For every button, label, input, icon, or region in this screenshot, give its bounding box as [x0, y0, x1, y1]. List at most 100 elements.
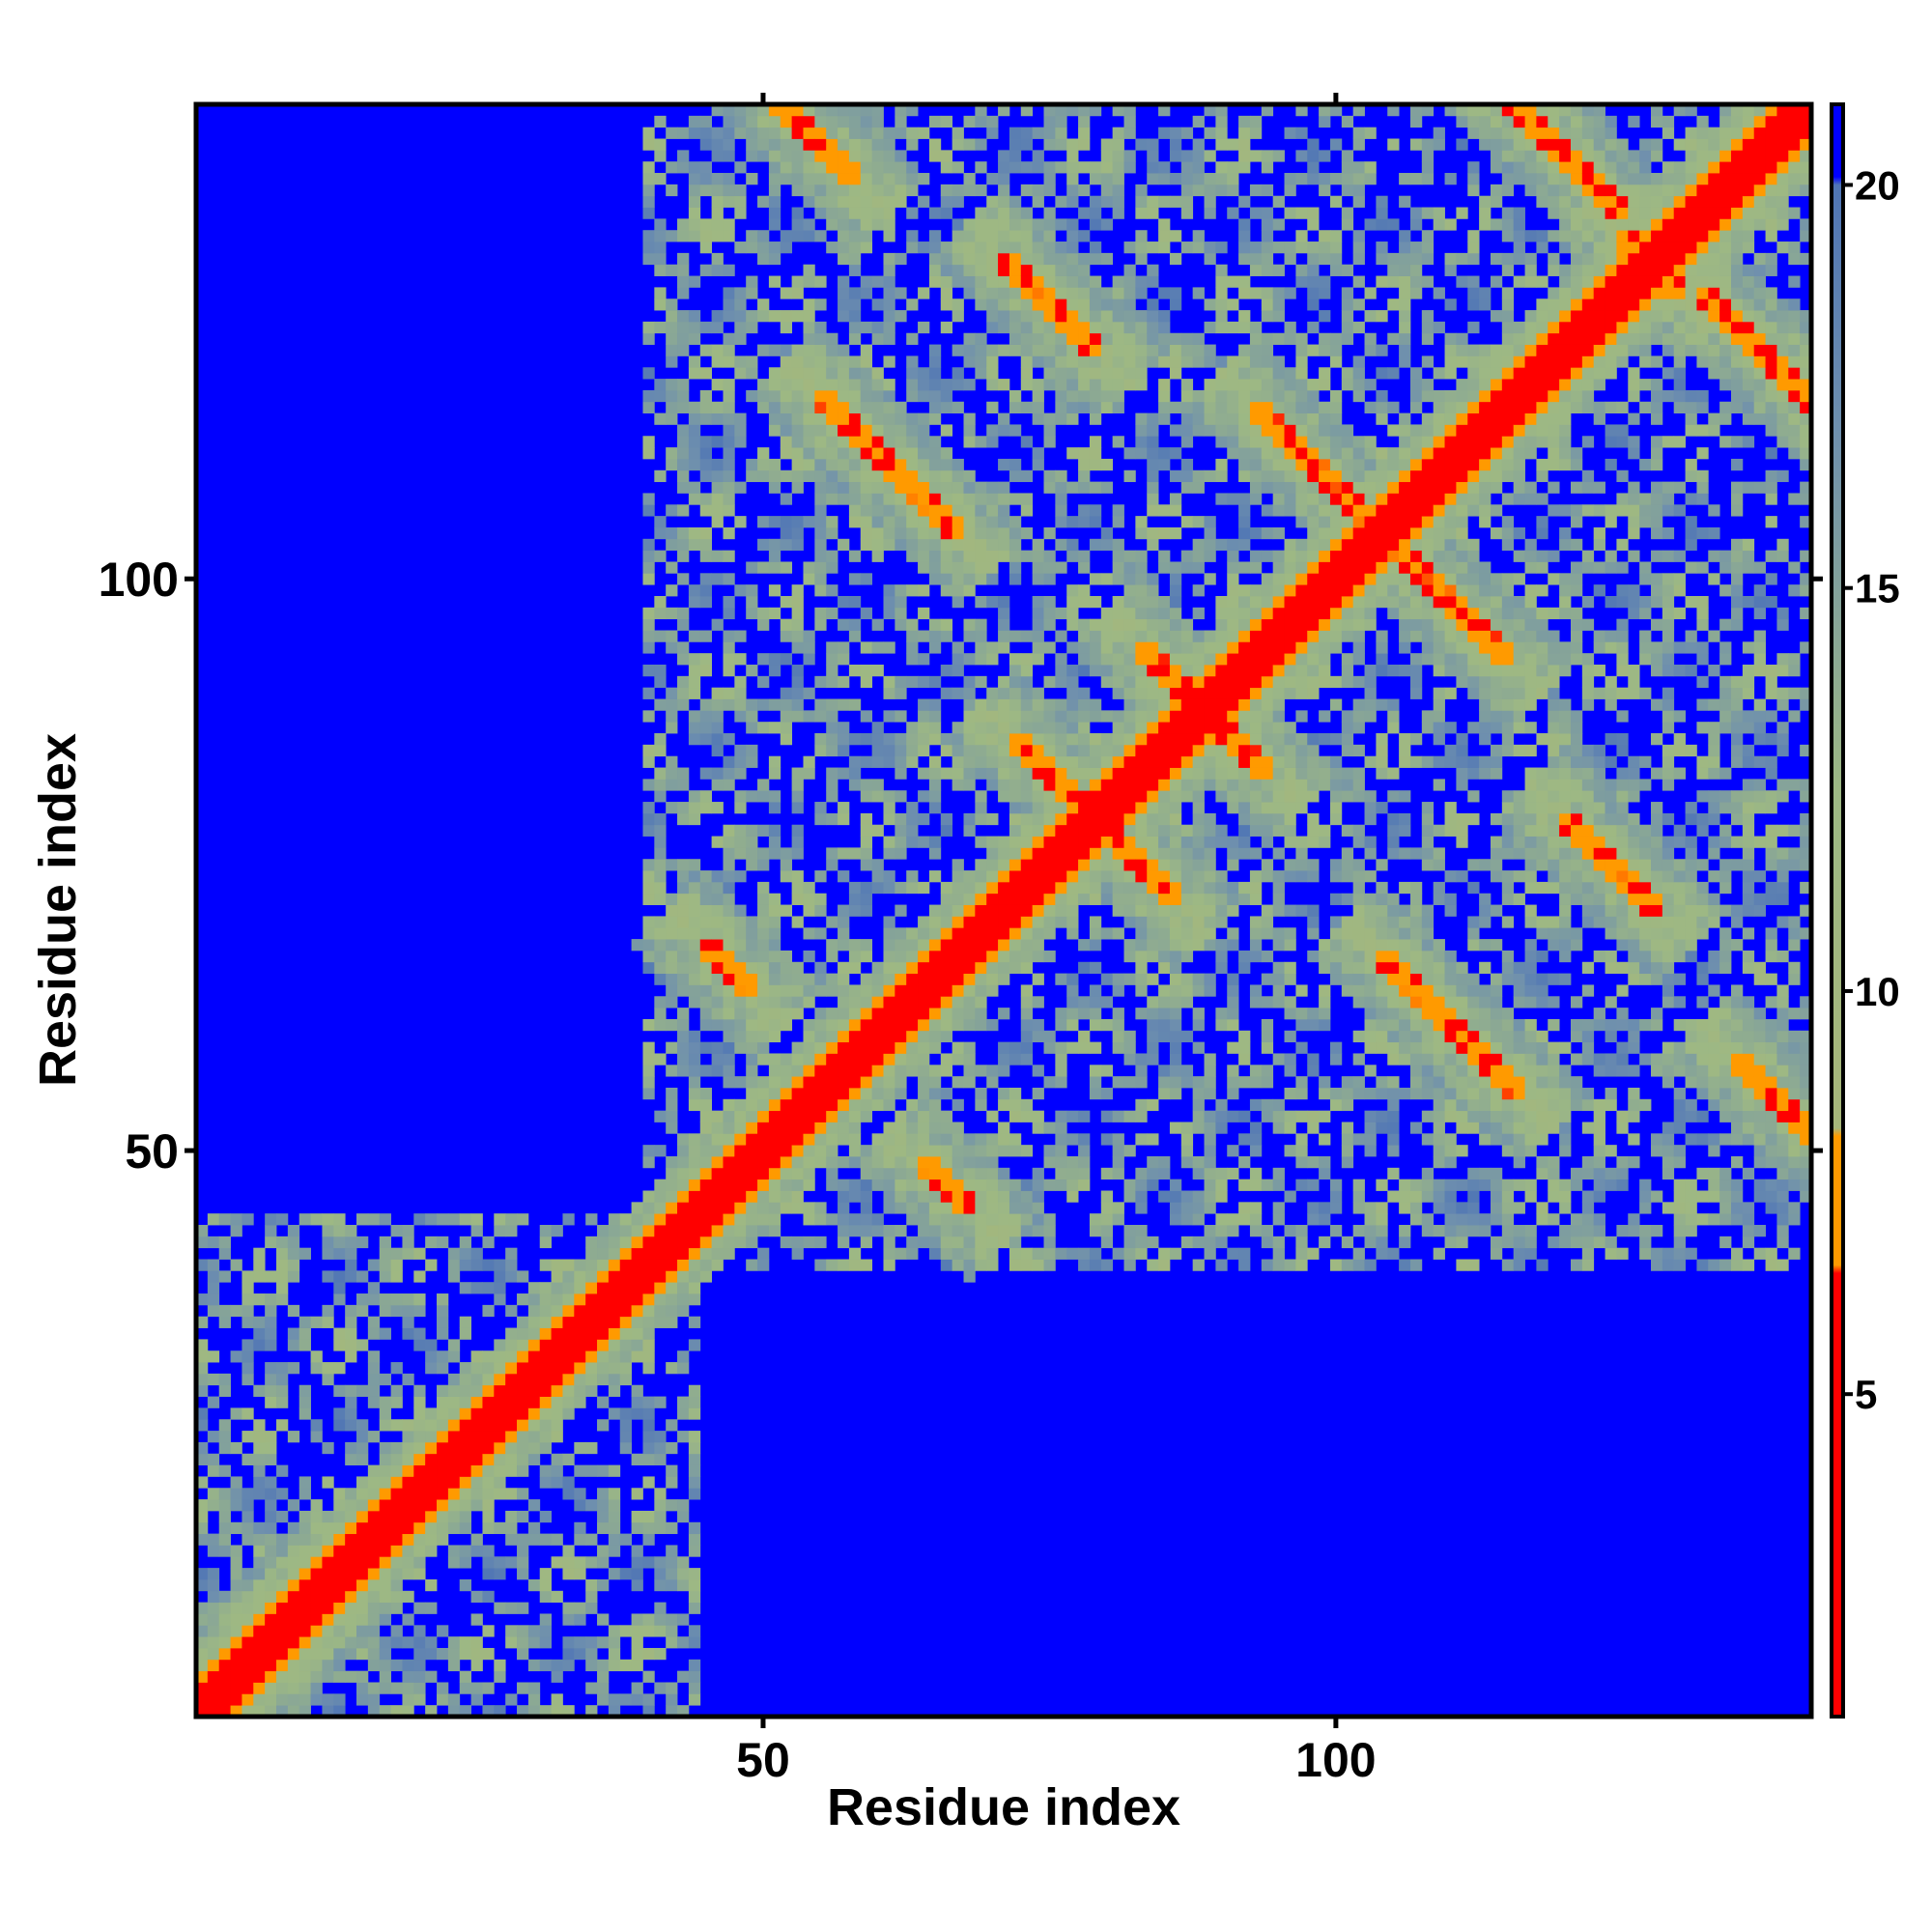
heatmap-cell — [791, 355, 804, 368]
heatmap-cell — [746, 607, 758, 620]
heatmap-cell — [1192, 516, 1205, 528]
heatmap-cell — [883, 733, 895, 746]
heatmap-cell — [1112, 927, 1124, 940]
heatmap-cell — [482, 1590, 495, 1604]
heatmap-cell — [1192, 733, 1205, 746]
heatmap-cell — [895, 1145, 907, 1157]
heatmap-cell — [505, 1510, 518, 1523]
heatmap-cell — [402, 1670, 414, 1683]
heatmap-cell — [1020, 767, 1034, 780]
heatmap-cell — [470, 1247, 483, 1260]
heatmap-cell — [230, 1521, 242, 1535]
heatmap-cell — [1020, 1008, 1034, 1020]
heatmap-cell — [803, 1236, 815, 1249]
heatmap-cell — [940, 287, 953, 299]
heatmap-cell — [699, 242, 713, 254]
heatmap-cell — [883, 687, 895, 699]
heatmap-cell — [677, 447, 690, 460]
heatmap-cell — [1032, 458, 1044, 471]
heatmap-cell — [1135, 230, 1148, 242]
heatmap-cell — [906, 138, 919, 151]
heatmap-cell — [196, 1682, 209, 1694]
heatmap-cell — [895, 996, 907, 1009]
heatmap-cell — [895, 161, 907, 174]
heatmap-cell — [1020, 630, 1034, 642]
heatmap-cell — [757, 1213, 770, 1226]
heatmap-cell — [1215, 389, 1228, 403]
heatmap-cell — [1123, 1030, 1136, 1043]
heatmap-cell — [918, 379, 930, 391]
heatmap-cell — [871, 538, 884, 552]
heatmap-cell — [413, 1327, 426, 1340]
heatmap-cell — [666, 1167, 678, 1180]
heatmap-cell — [1135, 573, 1148, 585]
heatmap-cell — [1238, 618, 1251, 631]
heatmap-cell — [631, 1521, 643, 1535]
heatmap-cell — [447, 1556, 461, 1569]
heatmap-cell — [608, 1350, 621, 1363]
heatmap-cell — [1089, 287, 1102, 299]
heatmap-cell — [1215, 618, 1228, 631]
heatmap-cell — [918, 722, 930, 734]
heatmap-cell — [986, 641, 999, 654]
heatmap-cell — [1043, 379, 1056, 391]
heatmap-cell — [608, 1499, 621, 1512]
heatmap-cell — [998, 1213, 1010, 1226]
heatmap-cell — [1180, 710, 1194, 723]
heatmap-cell — [666, 298, 678, 311]
heatmap-cell — [482, 1236, 495, 1249]
heatmap-cell — [940, 1202, 953, 1214]
heatmap-cell — [619, 1568, 633, 1580]
heatmap-cell — [1158, 595, 1171, 609]
heatmap-cell — [1227, 881, 1239, 895]
heatmap-cell — [998, 184, 1010, 197]
heatmap-cell — [1020, 207, 1034, 219]
heatmap-cell — [757, 538, 770, 552]
heatmap-cell — [666, 1179, 678, 1191]
heatmap-cell — [1032, 916, 1044, 928]
heatmap-cell — [803, 1065, 815, 1077]
heatmap-cell — [838, 1076, 850, 1089]
heatmap-cell — [975, 904, 987, 917]
heatmap-cell — [1169, 744, 1182, 757]
heatmap-cell — [539, 1510, 552, 1523]
heatmap-cell — [952, 242, 964, 254]
heatmap-cell — [928, 1133, 942, 1146]
heatmap-cell — [642, 332, 655, 345]
heatmap-cell — [322, 1270, 334, 1283]
heatmap-cell — [1009, 252, 1022, 266]
heatmap-cell — [276, 1270, 289, 1283]
heatmap-cell — [883, 1087, 895, 1100]
heatmap-cell — [1147, 893, 1159, 905]
heatmap-cell — [1204, 1087, 1216, 1100]
heatmap-cell — [1204, 755, 1216, 768]
heatmap-cell — [1055, 1018, 1067, 1032]
heatmap-cell — [780, 1008, 793, 1020]
heatmap-cell — [1100, 1133, 1114, 1146]
heatmap-cell — [1169, 504, 1182, 517]
heatmap-cell — [757, 379, 770, 391]
heatmap-cell — [848, 1018, 862, 1032]
heatmap-cell — [1055, 1155, 1067, 1169]
heatmap-cell — [642, 744, 655, 757]
heatmap-cell — [265, 1441, 277, 1455]
heatmap-cell — [425, 1499, 438, 1512]
heatmap-cell — [402, 1693, 414, 1706]
heatmap-cell — [402, 1441, 414, 1455]
heatmap-cell — [666, 1693, 678, 1706]
heatmap-cell — [1066, 607, 1079, 620]
heatmap-cell — [413, 1293, 426, 1306]
heatmap-cell — [539, 1350, 552, 1363]
heatmap-cell — [768, 401, 781, 413]
heatmap-cell — [437, 1213, 449, 1226]
heatmap-cell — [1135, 744, 1148, 757]
heatmap-cell — [1158, 561, 1171, 574]
heatmap-cell — [437, 1350, 449, 1363]
heatmap-cell — [791, 870, 804, 883]
heatmap-cell — [1112, 767, 1124, 780]
heatmap-cell — [322, 1510, 334, 1523]
heatmap-cell — [1238, 733, 1251, 746]
heatmap-cell — [367, 1213, 381, 1226]
heatmap-cell — [940, 881, 953, 895]
heatmap-cell — [723, 150, 735, 162]
